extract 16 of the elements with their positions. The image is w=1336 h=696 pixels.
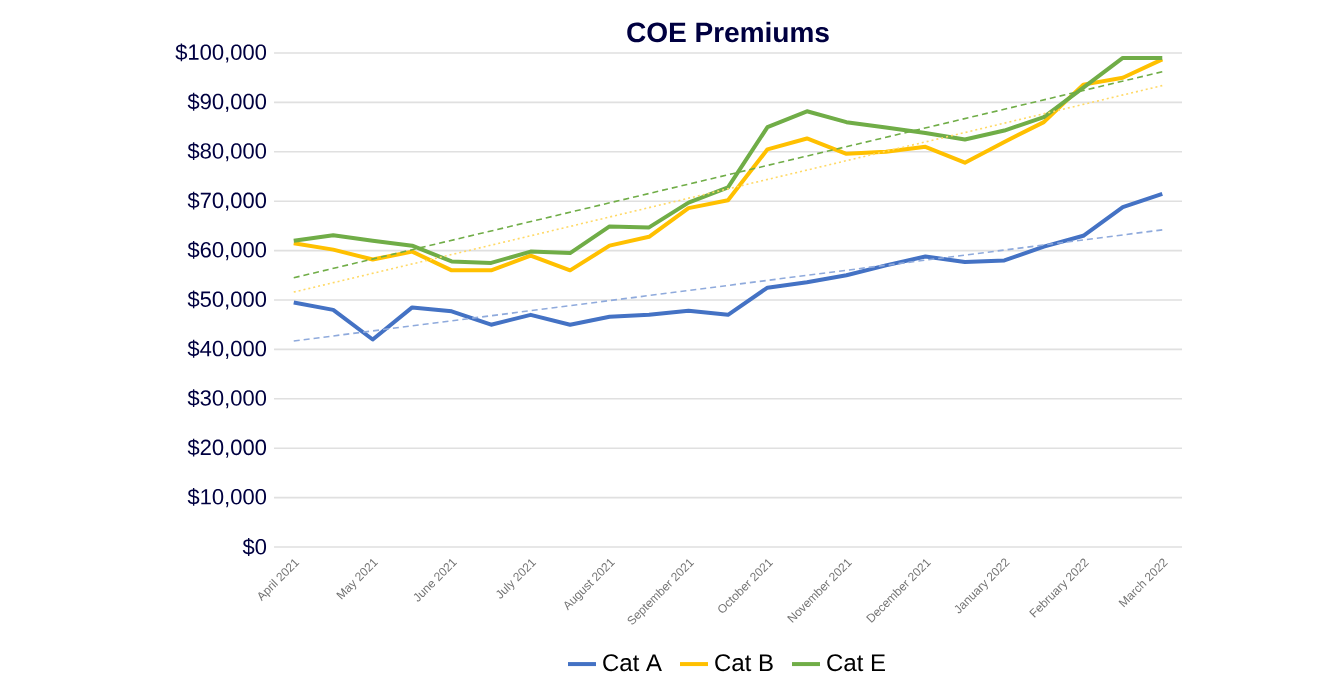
chart-title: COE Premiums — [627, 21, 829, 43]
legend-label: Cat E — [827, 654, 885, 672]
y-tick-label: $10,000 — [187, 488, 267, 508]
y-tick-label: $30,000 — [187, 389, 267, 409]
y-tick-label: $50,000 — [187, 290, 267, 310]
y-tick-label: $20,000 — [187, 438, 267, 458]
y-tick-label: $60,000 — [187, 241, 267, 261]
y-tick-label: $90,000 — [187, 92, 267, 112]
y-tick-label: $70,000 — [187, 191, 267, 211]
y-tick-label: $0 — [242, 538, 267, 556]
line-series — [291, 191, 1165, 342]
y-tick-label: $40,000 — [187, 339, 267, 359]
legend-label: Cat B — [715, 654, 773, 672]
y-tick-label: $80,000 — [187, 142, 267, 162]
legend-label: Cat A — [603, 654, 662, 672]
y-tick-label: $100,000 — [175, 43, 267, 63]
